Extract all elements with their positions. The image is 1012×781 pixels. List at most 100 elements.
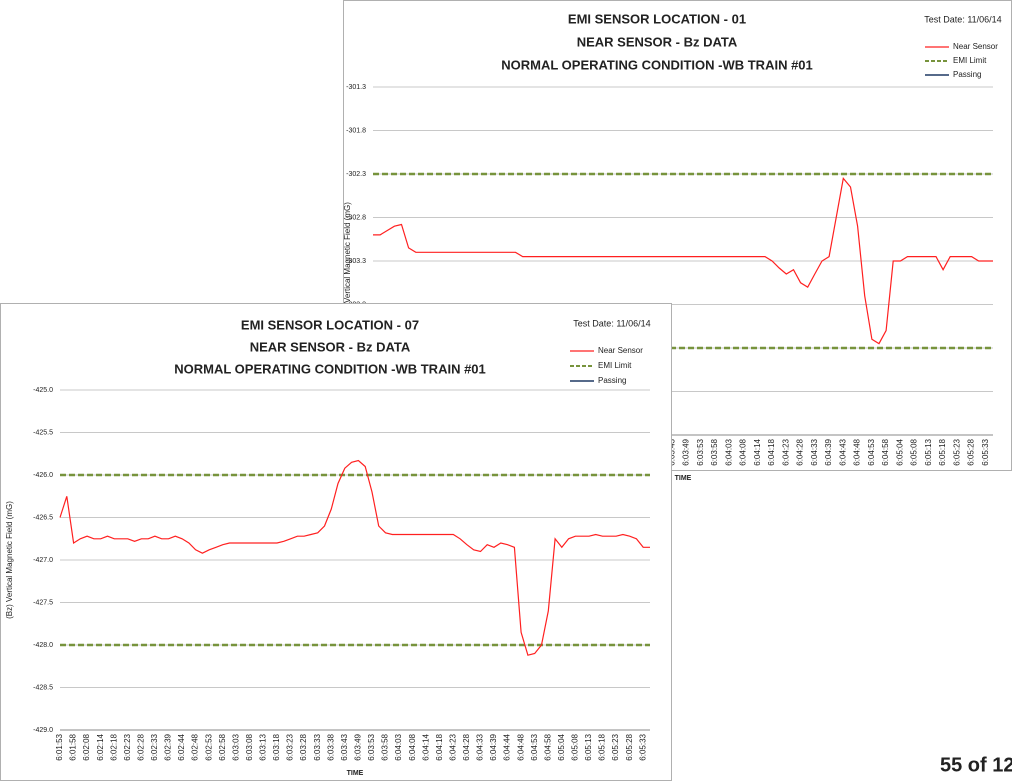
x-tick-label: 6:05:04: [895, 438, 904, 465]
y-tick-label: -427.5: [33, 599, 53, 606]
y-tick-label: -426.0: [33, 472, 53, 479]
x-tick-label: 6:04:18: [767, 438, 776, 465]
legend-label: Passing: [953, 70, 981, 79]
x-tick-label: 6:02:58: [218, 733, 227, 760]
x-tick-label: 6:04:43: [838, 438, 847, 465]
x-tick-label: 6:05:18: [598, 733, 607, 760]
x-tick-label: 6:04:18: [435, 733, 444, 760]
y-tick-label: -428.0: [33, 642, 53, 649]
y-axis-title: (Bz) Vertical Magnetic Field (mG): [5, 501, 14, 619]
legend-label: Near Sensor: [953, 42, 998, 51]
x-tick-label: 6:04:39: [824, 438, 833, 465]
y-tick-label: -428.5: [33, 684, 53, 691]
x-tick-label: 6:03:28: [299, 733, 308, 760]
x-tick-label: 6:05:18: [938, 438, 947, 465]
chart: EMI SENSOR LOCATION - 07 NEAR SENSOR - Bz…: [0, 303, 672, 781]
x-tick-label: 6:04:48: [853, 438, 862, 465]
x-tick-label: 6:03:23: [286, 733, 295, 760]
x-tick-label: 6:02:23: [123, 733, 132, 760]
x-tick-label: 6:04:58: [881, 438, 890, 465]
x-tick-label: 6:05:23: [952, 438, 961, 465]
x-tick-label: 6:04:23: [448, 733, 457, 760]
x-tick-label: 6:04:53: [867, 438, 876, 465]
page-number: 55 of 12: [940, 754, 1012, 776]
x-tick-label: 6:04:23: [781, 438, 790, 465]
y-tick-label: -303.3: [346, 258, 366, 265]
x-tick-label: 6:04:28: [796, 438, 805, 465]
x-tick-label: 6:04:39: [489, 733, 498, 760]
x-tick-label: 6:05:28: [967, 438, 976, 465]
x-tick-label: 6:02:14: [96, 733, 105, 760]
x-tick-label: 6:03:43: [340, 733, 349, 760]
x-axis-title: TIME: [675, 475, 692, 482]
x-tick-label: 6:02:18: [109, 733, 118, 760]
y-tick-label: -302.3: [346, 171, 366, 178]
x-tick-label: 6:05:13: [584, 733, 593, 760]
legend-label: Near Sensor: [598, 346, 643, 355]
x-tick-label: 6:01:53: [55, 733, 64, 760]
x-tick-label: 6:02:44: [177, 733, 186, 760]
x-tick-label: 6:05:33: [981, 438, 990, 465]
data-line: [373, 177, 993, 345]
chart-title: EMI SENSOR LOCATION - 07: [241, 317, 419, 332]
x-tick-label: 6:05:28: [625, 733, 634, 760]
x-tick-label: 6:03:33: [313, 733, 322, 760]
test-date: Test Date: 11/06/14: [924, 14, 1001, 24]
x-tick-label: 6:03:38: [326, 733, 335, 760]
y-tick-label: -427.0: [33, 557, 53, 564]
x-tick-label: 6:04:14: [421, 733, 430, 760]
y-tick-label: -425.5: [33, 429, 53, 436]
y-tick-label: -301.3: [346, 84, 366, 91]
x-tick-label: 6:03:13: [259, 733, 268, 760]
x-tick-label: 6:05:04: [557, 733, 566, 760]
x-tick-label: 6:04:28: [462, 733, 471, 760]
x-tick-label: 6:05:08: [571, 733, 580, 760]
chart-title: NORMAL OPERATING CONDITION -WB TRAIN #01: [501, 57, 813, 72]
x-tick-label: 6:04:03: [394, 733, 403, 760]
x-tick-label: 6:02:53: [204, 733, 213, 760]
x-tick-label: 6:03:49: [682, 438, 691, 465]
chart-panel: [0, 303, 672, 781]
x-tick-label: 6:04:03: [724, 438, 733, 465]
x-tick-label: 6:05:23: [611, 733, 620, 760]
x-tick-label: 6:05:13: [924, 438, 933, 465]
x-tick-label: 6:02:28: [136, 733, 145, 760]
x-tick-label: 6:04:58: [543, 733, 552, 760]
x-tick-label: 6:04:48: [516, 733, 525, 760]
x-tick-label: 6:03:49: [354, 733, 363, 760]
chart-title: NEAR SENSOR - Bz DATA: [577, 34, 738, 49]
x-tick-label: 6:04:33: [476, 733, 485, 760]
data-line: [59, 459, 650, 656]
x-tick-label: 6:03:53: [367, 733, 376, 760]
chart-title: EMI SENSOR LOCATION - 01: [568, 11, 746, 26]
x-tick-label: 6:04:33: [810, 438, 819, 465]
x-tick-label: 6:04:14: [753, 438, 762, 465]
y-axis-title: (Bz) Vertical Magnetic Field (mG): [343, 202, 352, 320]
x-tick-label: 6:01:58: [69, 733, 78, 760]
y-tick-label: -302.8: [346, 214, 366, 221]
y-tick-label: -429.0: [33, 727, 53, 734]
x-tick-label: 6:03:03: [231, 733, 240, 760]
x-axis-title: TIME: [347, 770, 364, 777]
x-tick-label: 6:02:33: [150, 733, 159, 760]
x-tick-label: 6:04:44: [503, 733, 512, 760]
x-tick-label: 6:02:48: [191, 733, 200, 760]
x-tick-label: 6:02:08: [82, 733, 91, 760]
legend-label: Passing: [598, 376, 626, 385]
x-tick-label: 6:02:39: [164, 733, 173, 760]
legend-label: EMI Limit: [953, 56, 987, 65]
x-tick-label: 6:03:18: [272, 733, 281, 760]
y-tick-label: -425.0: [33, 387, 53, 394]
x-tick-label: 6:03:08: [245, 733, 254, 760]
x-tick-label: 6:05:08: [910, 438, 919, 465]
y-tick-label: -301.8: [346, 127, 366, 134]
x-tick-label: 6:05:33: [638, 733, 647, 760]
test-date: Test Date: 11/06/14: [573, 318, 650, 328]
legend-label: EMI Limit: [598, 361, 632, 370]
x-tick-label: 6:03:58: [710, 438, 719, 465]
x-tick-label: 6:03:58: [381, 733, 390, 760]
y-tick-label: -426.5: [33, 514, 53, 521]
chart-title: NEAR SENSOR - Bz DATA: [250, 339, 411, 354]
chart-title: NORMAL OPERATING CONDITION -WB TRAIN #01: [174, 361, 486, 376]
